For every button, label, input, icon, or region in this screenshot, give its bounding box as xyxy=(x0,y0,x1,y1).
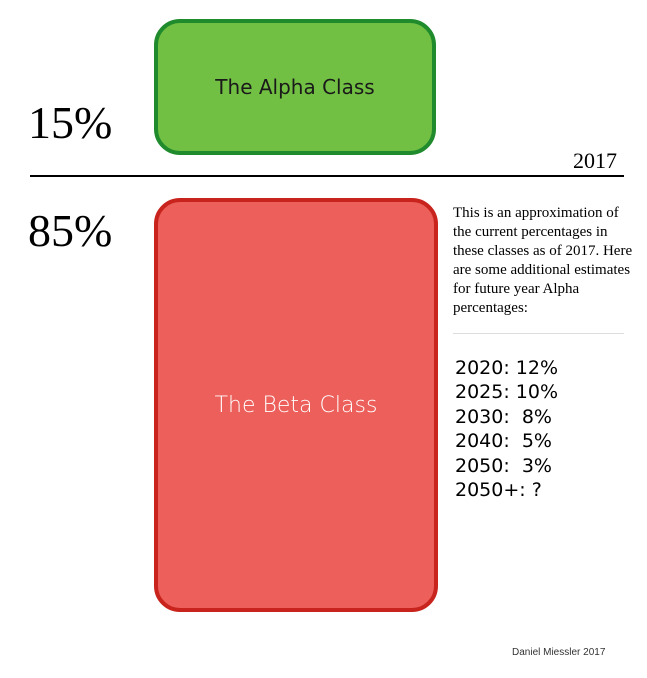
beta-class-label: The Beta Class xyxy=(214,392,378,418)
estimate-item: 2030: 8% xyxy=(455,405,552,428)
alpha-class-label: The Alpha Class xyxy=(215,75,375,99)
estimate-item: 2050: 3% xyxy=(455,454,552,477)
beta-class-box: The Beta Class xyxy=(154,198,438,612)
estimates-list: 2020: 12% 2025: 10% 2030: 8% 2040: 5% 20… xyxy=(455,356,558,502)
year-label: 2017 xyxy=(573,148,617,173)
alpha-class-box: The Alpha Class xyxy=(154,19,436,155)
estimate-item: 2040: 5% xyxy=(455,430,552,453)
beta-percentage: 85% xyxy=(28,205,113,256)
description-divider xyxy=(453,333,624,334)
author-credit: Daniel Miessler 2017 xyxy=(512,647,606,658)
estimate-item: 2020: 12% xyxy=(455,357,559,379)
estimate-item: 2050+: ? xyxy=(455,479,542,502)
description-text: This is an approximation of the current … xyxy=(453,205,633,316)
alpha-percentage: 15% xyxy=(28,97,113,148)
horizontal-divider xyxy=(30,175,624,177)
estimate-item: 2025: 10% xyxy=(455,381,559,404)
